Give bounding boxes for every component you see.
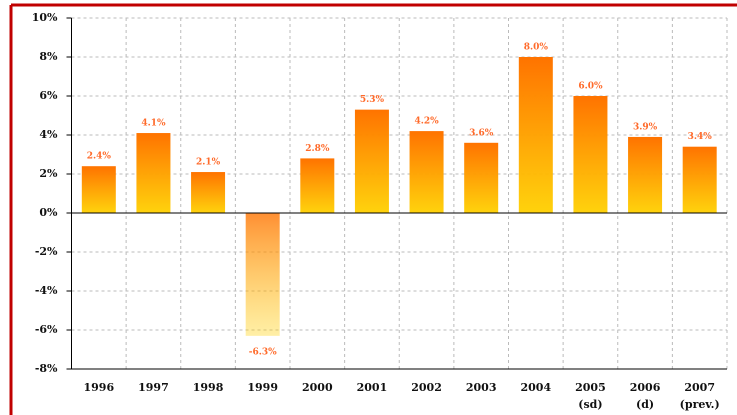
bar [354, 109, 389, 213]
x-tick-label: 2005 (sd) [575, 381, 606, 411]
bar [136, 133, 171, 213]
x-tick-label: 2003 [465, 381, 497, 394]
y-tick-label: 10% [32, 11, 58, 24]
value-label: 3.6% [469, 128, 494, 138]
value-label: 2.1% [196, 158, 221, 168]
bar [682, 146, 717, 213]
value-label: 2.4% [87, 152, 112, 162]
y-tick-label: -6% [35, 323, 58, 336]
y-tick-label: 8% [39, 50, 58, 63]
x-tick-label: 1999 [247, 381, 278, 394]
y-tick-label: 2% [39, 167, 58, 180]
x-tick-label: 2004 [520, 381, 552, 394]
value-label: 8.0% [524, 43, 549, 53]
value-label: 4.2% [414, 117, 439, 127]
x-tick-label: 2000 [302, 381, 333, 394]
x-tick-label: 2001 [356, 381, 388, 394]
bar [300, 158, 335, 213]
y-tick-label: -2% [35, 245, 58, 258]
y-tick-label: -8% [35, 362, 58, 375]
value-label: 3.4% [688, 132, 713, 142]
y-tick-label: 4% [39, 128, 58, 141]
x-tick-label: 1998 [192, 381, 224, 394]
x-tick-label: 2007 (prev.) [679, 381, 720, 411]
value-label: 5.3% [360, 95, 385, 105]
value-label: 6.0% [578, 82, 603, 92]
bar [81, 166, 116, 213]
x-tick-label: 2002 [411, 381, 442, 394]
x-tick-label: 2006 (d) [629, 381, 661, 411]
bar [518, 57, 553, 213]
bar [409, 131, 444, 213]
bar [245, 213, 280, 336]
y-tick-label: -4% [35, 284, 58, 297]
x-tick-label: 1996 [83, 381, 115, 394]
x-tick-label: 1997 [138, 381, 169, 394]
value-label: 3.9% [633, 122, 658, 132]
y-tick-label: 0% [39, 206, 58, 219]
value-label: 4.1% [141, 119, 166, 129]
bar [628, 136, 663, 213]
value-label: -6.3% [249, 347, 277, 357]
bar [191, 172, 226, 213]
bar [573, 96, 608, 213]
value-label: 2.8% [305, 144, 330, 154]
bar [464, 142, 499, 213]
y-tick-label: 6% [39, 89, 58, 102]
